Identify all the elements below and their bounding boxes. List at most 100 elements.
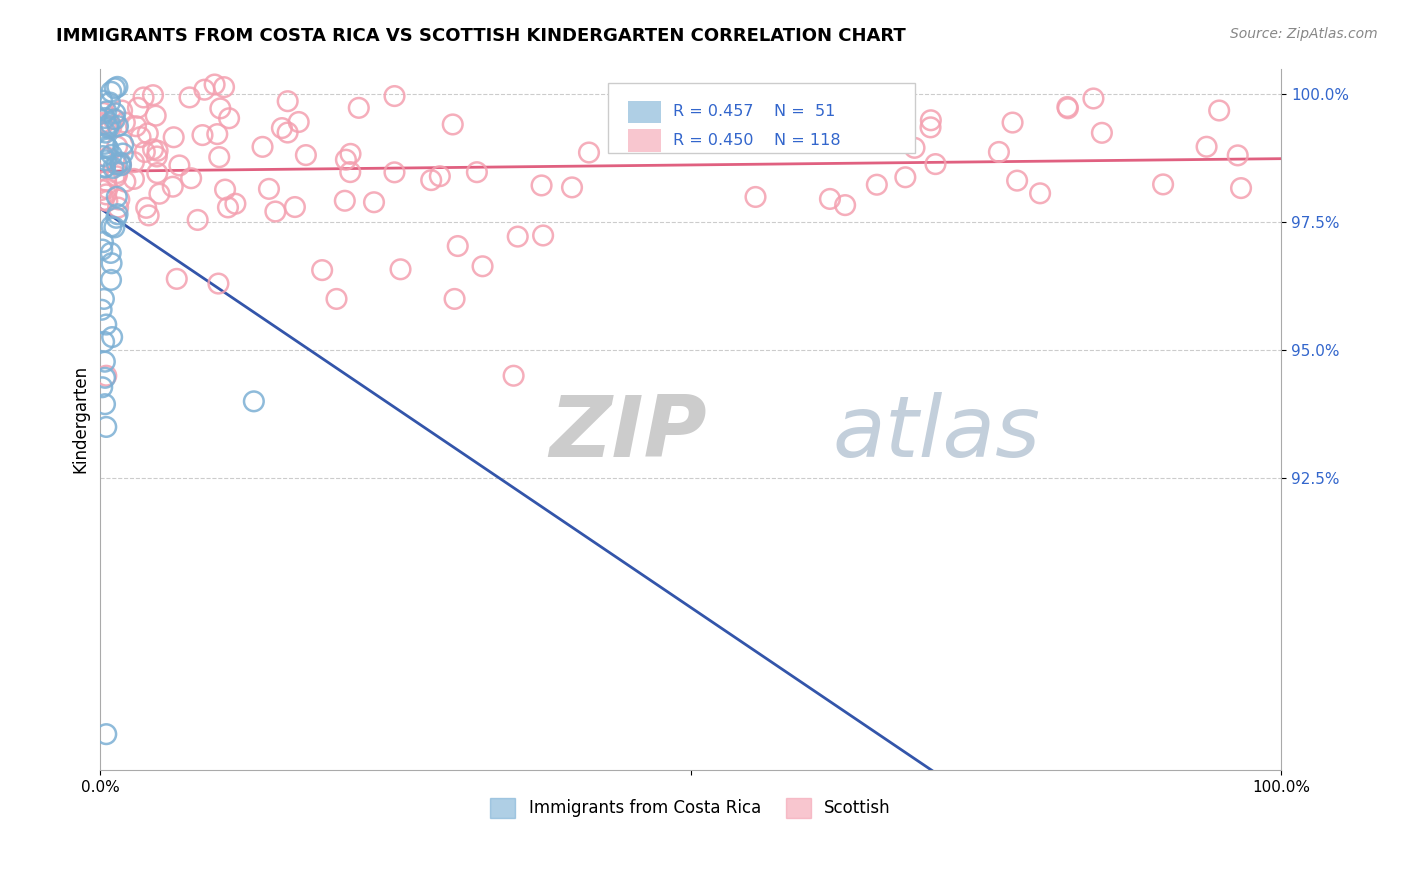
Point	[97, 120, 120, 135]
Point	[146, 149, 169, 163]
Point	[208, 150, 231, 164]
Point	[90, 183, 112, 197]
Point	[110, 158, 132, 172]
Point	[207, 127, 229, 141]
Point	[333, 194, 356, 208]
Point	[107, 207, 129, 221]
Point	[111, 146, 134, 161]
Bar	[628, 101, 661, 123]
Point	[96, 727, 118, 741]
Point	[132, 90, 155, 104]
Point	[108, 193, 131, 207]
Point	[870, 119, 893, 133]
Point	[100, 273, 122, 287]
Point	[204, 78, 226, 92]
Point	[169, 158, 191, 172]
Point	[384, 89, 406, 103]
Point	[104, 81, 127, 95]
Point	[389, 262, 412, 277]
Point	[1029, 186, 1052, 201]
Point	[146, 166, 169, 180]
Point	[90, 302, 112, 317]
Point	[243, 394, 266, 409]
Point	[530, 178, 553, 193]
Point	[122, 155, 145, 169]
Point	[810, 131, 832, 145]
Point	[103, 112, 125, 127]
Point	[134, 145, 156, 159]
Point	[96, 368, 118, 383]
FancyBboxPatch shape	[607, 83, 915, 153]
Point	[699, 116, 721, 130]
Point	[799, 131, 821, 145]
Point	[125, 120, 148, 134]
Point	[104, 112, 127, 127]
Point	[97, 141, 120, 155]
Point	[339, 165, 361, 179]
Point	[1208, 103, 1230, 118]
Point	[441, 118, 464, 132]
Point	[104, 106, 127, 120]
Point	[1226, 148, 1249, 162]
Point	[1083, 91, 1105, 105]
Point	[127, 101, 149, 115]
Point	[145, 109, 167, 123]
Text: atlas: atlas	[832, 392, 1040, 475]
Point	[257, 182, 280, 196]
Point	[903, 141, 925, 155]
Point	[94, 160, 117, 174]
Point	[105, 139, 128, 153]
Point	[96, 420, 118, 434]
Point	[987, 145, 1010, 159]
Point	[107, 201, 129, 215]
Point	[384, 165, 406, 179]
Point	[1091, 126, 1114, 140]
Text: R = 0.450    N = 118: R = 0.450 N = 118	[673, 133, 841, 148]
Point	[311, 263, 333, 277]
Point	[295, 148, 318, 162]
Point	[894, 170, 917, 185]
Point	[90, 116, 112, 130]
Point	[531, 228, 554, 243]
Point	[105, 158, 128, 172]
Point	[277, 126, 299, 140]
Point	[105, 211, 128, 225]
Point	[252, 140, 274, 154]
Point	[818, 192, 841, 206]
Point	[214, 183, 236, 197]
Point	[91, 149, 114, 163]
Point	[148, 186, 170, 201]
Point	[129, 130, 152, 145]
Point	[96, 318, 118, 332]
Point	[187, 213, 209, 227]
Point	[94, 161, 117, 175]
Legend: Immigrants from Costa Rica, Scottish: Immigrants from Costa Rica, Scottish	[484, 791, 897, 825]
Point	[163, 130, 186, 145]
Point	[924, 157, 946, 171]
Point	[1195, 140, 1218, 154]
Point	[443, 292, 465, 306]
Point	[108, 155, 131, 169]
Point	[98, 95, 121, 110]
Y-axis label: Kindergarten: Kindergarten	[72, 365, 89, 474]
Point	[96, 140, 118, 154]
Point	[94, 354, 117, 368]
Point	[502, 368, 524, 383]
Point	[146, 144, 169, 158]
Point	[111, 103, 134, 118]
Point	[142, 142, 165, 156]
Point	[100, 246, 122, 260]
Point	[1152, 178, 1174, 192]
Point	[94, 126, 117, 140]
Point	[91, 243, 114, 257]
Point	[179, 90, 201, 104]
Point	[91, 94, 114, 108]
Point	[561, 180, 583, 194]
Point	[105, 169, 128, 184]
Point	[96, 194, 118, 208]
Point	[100, 85, 122, 99]
Point	[339, 147, 361, 161]
Point	[920, 113, 942, 128]
Point	[1230, 181, 1253, 195]
Point	[207, 277, 229, 291]
